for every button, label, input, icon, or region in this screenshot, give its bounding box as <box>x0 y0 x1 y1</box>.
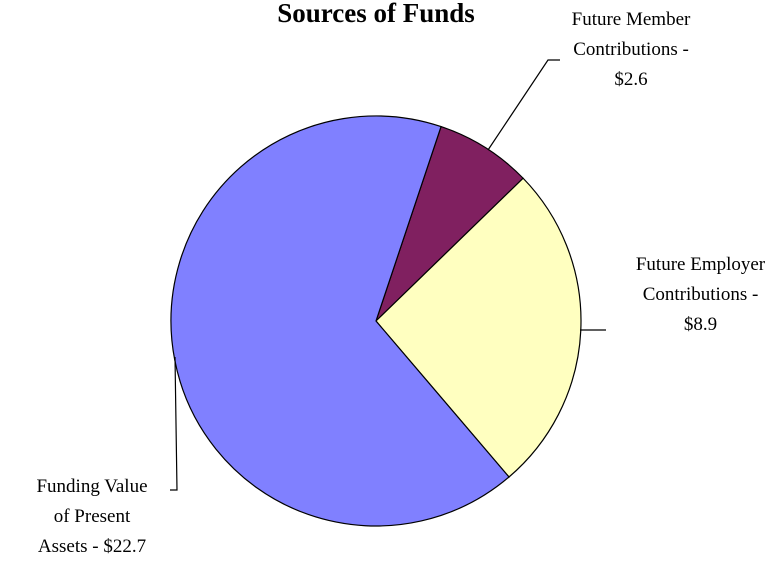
leader-line <box>487 59 560 151</box>
label-category: Funding Value of Present Assets - <box>36 476 148 557</box>
slice-label: Future Member Contributions - $2.6 <box>560 5 702 95</box>
pie-slice <box>375 177 582 478</box>
label-value: $2.6 <box>614 69 648 90</box>
label-category: Future Employer Contributions - <box>635 254 766 305</box>
slices <box>170 115 582 527</box>
label-category: Future Member Contributions - <box>571 9 691 60</box>
leader-line <box>170 356 178 491</box>
label-value: $8.9 <box>683 314 718 335</box>
slice-label: Future Employer Contributions - $8.9 <box>633 250 768 340</box>
chart-title: Sources of Funds <box>277 0 475 28</box>
slice-label: Funding Value of Present Assets - $22.7 <box>28 472 156 562</box>
pie-slice <box>375 125 524 322</box>
label-value: $22.7 <box>103 536 147 557</box>
